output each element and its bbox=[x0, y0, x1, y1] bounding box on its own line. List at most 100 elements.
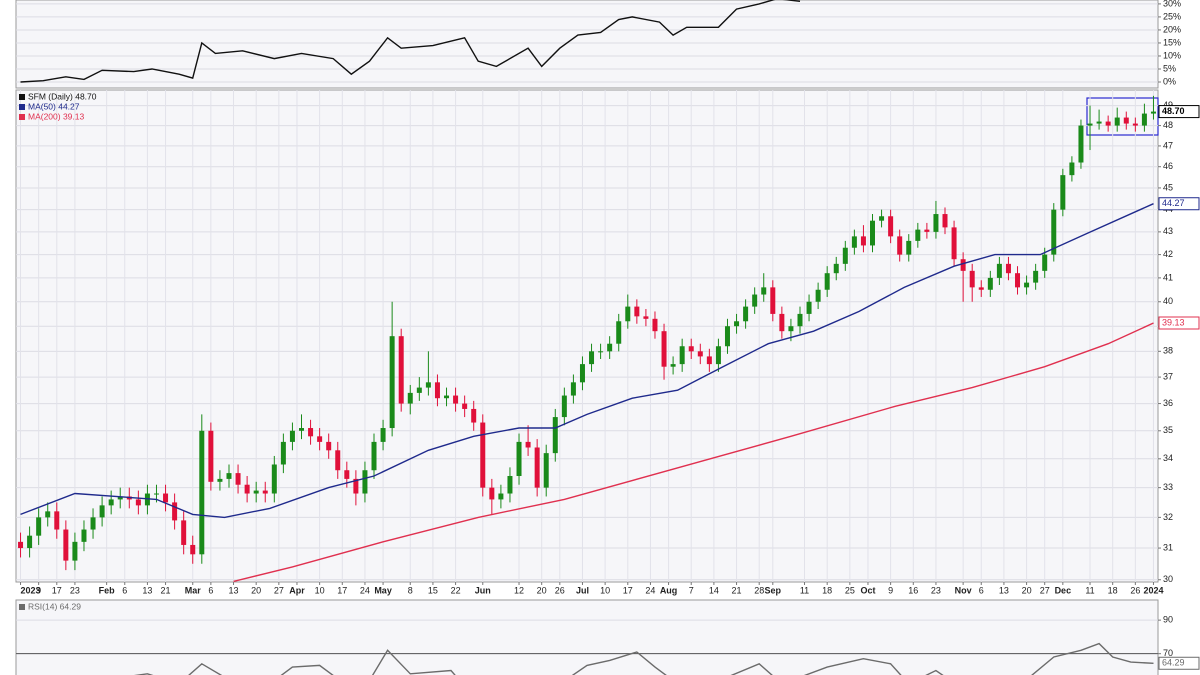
candle-body bbox=[625, 306, 631, 322]
y-tick-label: 48 bbox=[1163, 120, 1173, 130]
candle-body bbox=[271, 464, 277, 494]
candle-body bbox=[1051, 209, 1057, 255]
rsi-panel bbox=[15, 599, 1159, 675]
y-tick-label: 40 bbox=[1163, 296, 1173, 306]
y-tick-label: 38 bbox=[1163, 346, 1173, 356]
legend-swatch bbox=[19, 94, 25, 100]
candle-body bbox=[163, 493, 169, 503]
plot-area bbox=[16, 619, 1158, 675]
legend-swatch bbox=[19, 114, 25, 120]
candle-body bbox=[661, 331, 667, 367]
x-tick-label: 23 bbox=[931, 585, 941, 595]
candle-body bbox=[362, 470, 368, 494]
candle-body bbox=[1024, 282, 1030, 288]
candle-body bbox=[1105, 121, 1111, 126]
y-tick-label: 90 bbox=[1163, 615, 1173, 625]
candle-body bbox=[217, 478, 223, 482]
y-tick-label: 45 bbox=[1163, 182, 1173, 192]
x-tick-label: 18 bbox=[1108, 585, 1118, 595]
candle-body bbox=[752, 294, 758, 307]
candle-body bbox=[199, 430, 205, 555]
x-tick-label: 6 bbox=[208, 585, 213, 595]
candle-body bbox=[108, 499, 114, 506]
y-tick-label: 37 bbox=[1163, 371, 1173, 381]
y-tick-label: 36 bbox=[1163, 398, 1173, 408]
candle-body bbox=[45, 511, 51, 518]
x-tick-label: 6 bbox=[122, 585, 127, 595]
x-tick-label: Jun bbox=[475, 585, 491, 595]
x-tick-label: 2023 bbox=[21, 585, 41, 595]
candle-body bbox=[870, 220, 875, 246]
candle-body bbox=[860, 236, 866, 246]
y-tick-label: 20% bbox=[1163, 24, 1181, 34]
x-tick-label: Dec bbox=[1055, 585, 1072, 595]
x-tick-label: 20 bbox=[251, 585, 261, 595]
y-tick-label: 0% bbox=[1163, 76, 1176, 86]
x-tick-label: Nov bbox=[955, 585, 972, 595]
candle-body bbox=[453, 395, 459, 404]
x-tick-label: 13 bbox=[999, 585, 1009, 595]
candle-body bbox=[99, 505, 105, 518]
candle-body bbox=[498, 493, 504, 500]
x-tick-label: 21 bbox=[732, 585, 742, 595]
candle-body bbox=[1087, 123, 1093, 126]
candle-body bbox=[208, 430, 214, 482]
candle-body bbox=[72, 541, 78, 561]
candle-body bbox=[879, 216, 885, 221]
legend-swatch bbox=[19, 604, 25, 610]
candle-body bbox=[924, 229, 930, 232]
candle-body bbox=[1150, 111, 1156, 114]
legend-label: SFM (Daily) 48.70 bbox=[28, 91, 97, 101]
candle-body bbox=[18, 541, 24, 549]
y-tick-label: 10% bbox=[1163, 50, 1181, 60]
line bbox=[133, 642, 1154, 675]
x-tick-label: 13 bbox=[229, 585, 239, 595]
candle-body bbox=[54, 511, 60, 530]
y-tick-label: 35 bbox=[1163, 425, 1173, 435]
candle-body bbox=[552, 417, 558, 454]
candle-body bbox=[679, 346, 685, 365]
candle-body bbox=[743, 306, 749, 322]
candle-body bbox=[308, 428, 314, 437]
candle-body bbox=[616, 321, 622, 344]
candle-body bbox=[353, 478, 359, 494]
x-tick-label: 17 bbox=[337, 585, 347, 595]
candle-body bbox=[996, 263, 1002, 278]
y-tick-label: 70 bbox=[1163, 648, 1173, 658]
legend-swatch bbox=[19, 104, 25, 110]
candle-body bbox=[525, 441, 531, 448]
x-tick-label: 27 bbox=[274, 585, 284, 595]
candle-body bbox=[915, 229, 921, 241]
y-tick-label: 25% bbox=[1163, 11, 1181, 21]
candle-body bbox=[1123, 117, 1129, 124]
x-tick-label: Aug bbox=[660, 585, 678, 595]
x-tick-label: 17 bbox=[623, 585, 633, 595]
candle-body bbox=[153, 493, 159, 495]
candle-body bbox=[244, 484, 250, 494]
value-tag-label: 48.70 bbox=[1162, 106, 1185, 116]
value-tag bbox=[1158, 197, 1200, 211]
candle-body bbox=[226, 473, 232, 479]
x-tick-label: Oct bbox=[860, 585, 875, 595]
candle-body bbox=[652, 318, 658, 332]
candle-body bbox=[135, 499, 141, 506]
candle-body bbox=[326, 441, 332, 451]
x-tick-label: 26 bbox=[1130, 585, 1140, 595]
candle-body bbox=[235, 473, 241, 485]
candle-body bbox=[607, 343, 613, 352]
candle-body bbox=[344, 470, 350, 479]
candle-body bbox=[1005, 263, 1011, 274]
candle-body bbox=[63, 529, 69, 561]
candle-body bbox=[27, 535, 33, 549]
line bbox=[233, 322, 1154, 582]
value-tag-label: 39.13 bbox=[1162, 317, 1185, 327]
y-tick-label: 46 bbox=[1163, 161, 1173, 171]
candle-body bbox=[1015, 273, 1021, 288]
candle-body bbox=[598, 351, 604, 353]
y-tick-label: 41 bbox=[1163, 272, 1173, 282]
candle-body bbox=[643, 316, 649, 319]
candle-body bbox=[289, 430, 295, 442]
value-tag bbox=[1158, 105, 1200, 119]
x-tick-label: 25 bbox=[845, 585, 855, 595]
